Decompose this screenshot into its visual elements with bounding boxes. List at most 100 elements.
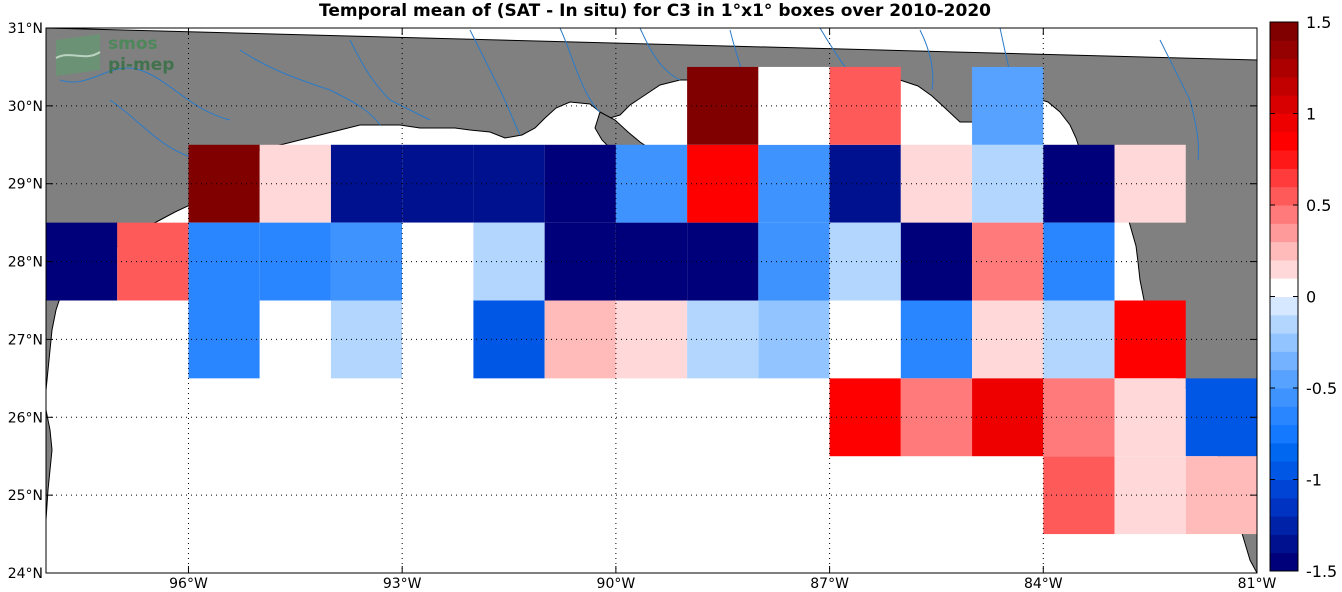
colorbar-segment <box>1270 95 1298 114</box>
heatmap-cell <box>829 222 901 301</box>
heatmap-cell <box>829 378 901 457</box>
river-line <box>559 28 601 113</box>
y-axis-ticks: 24°N 25°N 26°N 27°N 28°N 29°N 30°N 31°N <box>8 21 1257 582</box>
y-tick-label: 26°N <box>8 410 43 426</box>
heatmap-cell <box>1043 456 1115 535</box>
heatmap-cell <box>188 222 260 301</box>
heatmap-cell <box>544 144 616 223</box>
logo-text-bottom: pi-mep <box>108 55 174 75</box>
y-tick-label: 31°N <box>8 21 43 37</box>
rivers-layer <box>59 28 1199 161</box>
x-tick-label: 87°W <box>810 576 849 592</box>
colorbar-tick-label: 1.5 <box>1306 13 1331 32</box>
colorbar-segment <box>1270 314 1298 334</box>
colorbar-segment <box>1270 40 1298 60</box>
river-line <box>349 39 431 121</box>
logo-wave <box>55 51 101 59</box>
y-tick-label: 27°N <box>8 332 43 348</box>
heatmap-cell <box>402 300 474 379</box>
colorbar-tick-label: 1 <box>1306 105 1316 124</box>
colorbar-tick-label: -1 <box>1306 471 1322 490</box>
y-tick-label: 29°N <box>8 177 43 193</box>
heatmap-cell <box>829 66 901 145</box>
heatmap-cell <box>259 222 331 301</box>
heatmap-cell <box>972 222 1044 301</box>
x-tick-label: 93°W <box>383 576 422 592</box>
heatmap-cell <box>687 144 759 223</box>
heatmap-cell <box>829 300 901 379</box>
colorbar-tick-label: 0 <box>1306 288 1316 307</box>
heatmap-cell <box>687 300 759 379</box>
heatmap-cell <box>544 222 616 301</box>
heatmap-cell <box>1043 144 1115 223</box>
heatmap-cell <box>544 300 616 379</box>
river-line <box>59 67 231 121</box>
heatmap-cell <box>972 144 1044 223</box>
texas-coast-landmass <box>46 28 53 573</box>
heatmap-cell <box>473 222 545 301</box>
heatmap-cell <box>687 222 759 301</box>
heatmap-cell <box>117 222 189 301</box>
y-tick-label: 24°N <box>8 566 43 582</box>
river-line <box>1159 39 1199 161</box>
colorbar-segment <box>1270 497 1298 517</box>
colorbar-segment <box>1270 424 1298 444</box>
heatmap-cell <box>259 300 331 379</box>
colorbar-segment <box>1270 351 1298 371</box>
colorbar-segment <box>1270 296 1298 316</box>
heatmap-cell <box>758 66 830 145</box>
graticule <box>46 28 1257 573</box>
colorbar-segment <box>1270 131 1298 151</box>
colorbar-tick-label: -1.5 <box>1306 562 1337 581</box>
heatmap-cell <box>1043 300 1115 379</box>
heatmap-cell <box>402 222 474 301</box>
heatmap-cell <box>972 66 1044 145</box>
logo-text-top: smos <box>108 34 158 54</box>
river-line <box>239 49 381 126</box>
heatmap-cell <box>1114 456 1186 535</box>
colorbar-segment <box>1270 186 1298 206</box>
heatmap-cell <box>473 300 545 379</box>
river-line <box>639 28 681 81</box>
colorbar-segment <box>1270 406 1298 426</box>
heatmap-cell <box>259 144 331 223</box>
map-plot-area <box>46 28 1257 573</box>
river-line <box>469 29 521 136</box>
colorbar-segment <box>1270 168 1298 188</box>
colorbar-segment <box>1270 552 1298 572</box>
colorbar-segment <box>1270 516 1298 535</box>
colorbar-segment <box>1270 369 1298 389</box>
y-tick-label: 30°N <box>8 99 43 115</box>
chart-title: Temporal mean of (SAT - In situ) for C3 … <box>319 1 991 21</box>
heatmap-cell <box>188 300 260 379</box>
heatmap-cell <box>829 144 901 223</box>
heatmap-cell <box>1114 300 1186 379</box>
heatmap-cell <box>1043 378 1115 457</box>
colorbar-segment <box>1270 205 1298 224</box>
colorbar-segment <box>1270 223 1298 243</box>
plot-frame <box>45 27 1258 574</box>
y-tick-label: 28°N <box>8 255 43 271</box>
heatmap-cell <box>402 144 474 223</box>
colorbar-segment <box>1270 534 1298 554</box>
heatmap-cell <box>1114 378 1186 457</box>
colorbar-tick-label: -0.5 <box>1306 379 1337 398</box>
heatmap-cell <box>687 66 759 145</box>
heatmap-cell <box>972 378 1044 457</box>
colorbar-segment <box>1270 113 1298 133</box>
colorbar-segment <box>1270 442 1298 462</box>
x-tick-label: 90°W <box>597 576 636 592</box>
heatmap-cell <box>758 222 830 301</box>
heatmap-cell <box>473 144 545 223</box>
colorbar-segment <box>1270 333 1298 352</box>
colorbar <box>1269 21 1299 572</box>
x-tick-label: 81°W <box>1238 576 1277 592</box>
colorbar-segment <box>1270 150 1298 169</box>
heatmap-cell <box>188 144 260 223</box>
colorbar-tick-label: 0.5 <box>1306 196 1331 215</box>
x-tick-label: 96°W <box>169 576 208 592</box>
x-tick-label: 84°W <box>1024 576 1063 592</box>
heatmap-cell <box>1114 144 1186 223</box>
heatmap-cells <box>46 66 1257 535</box>
